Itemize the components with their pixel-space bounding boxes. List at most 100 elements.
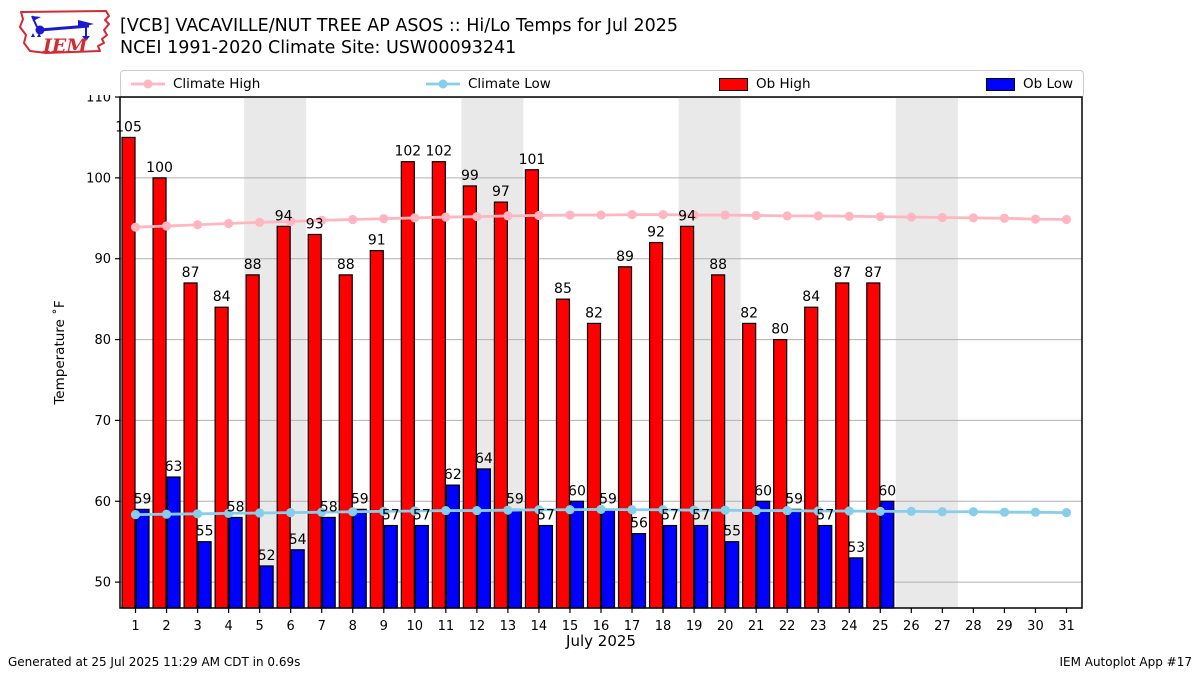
- climate-low-marker: [999, 507, 1010, 517]
- ob-high-bar: [835, 282, 850, 609]
- climate-low-marker: [161, 509, 172, 519]
- x-tick-label: 27: [934, 619, 951, 634]
- x-tick-label: 10: [407, 619, 424, 634]
- climate-low-marker: [317, 507, 327, 517]
- x-tick-label: 16: [593, 619, 610, 634]
- bar-value-label: 85: [554, 281, 572, 297]
- x-tick-label: 24: [841, 619, 858, 634]
- iem-logo: IEM: [19, 10, 110, 57]
- climate-low-marker: [1061, 507, 1072, 518]
- chart-title: [VCB] VACAVILLE/NUT TREE AP ASOS :: Hi/L…: [120, 16, 679, 36]
- ob-high-bar: [555, 298, 571, 609]
- ob-high-bar: [617, 266, 633, 609]
- x-tick-label: 5: [256, 619, 264, 634]
- ob-low-bar: [880, 500, 895, 609]
- ob-high-bar: [183, 282, 198, 609]
- ob-high-bar: [711, 274, 726, 609]
- ob-low-bar: [321, 516, 336, 609]
- climate-low-marker: [534, 505, 544, 515]
- climate-high-marker: [379, 214, 389, 224]
- climate-high-marker: [751, 210, 761, 221]
- climate-high-marker: [906, 212, 916, 222]
- climate-high-marker: [1061, 214, 1072, 225]
- bar-value-label: 91: [368, 233, 386, 249]
- climate-high-marker: [782, 211, 792, 221]
- y-tick-label: 60: [94, 495, 111, 510]
- iowa-outline: [19, 10, 110, 54]
- climate-high-marker: [534, 210, 544, 221]
- ob-low-bar: [228, 516, 243, 609]
- y-tick-label: 100: [86, 171, 111, 186]
- x-tick-label: 4: [224, 619, 232, 634]
- climate-low-marker: [844, 506, 854, 516]
- bar-value-label: 52: [258, 548, 276, 564]
- x-tick-label: 29: [996, 619, 1013, 634]
- bar-value-label: 82: [740, 305, 758, 321]
- climate-high-marker: [224, 218, 234, 229]
- climate-low-marker: [565, 505, 575, 515]
- ob-low-bar: [569, 500, 585, 609]
- climate-high-marker: [472, 212, 482, 222]
- climate-low-marker: [782, 505, 792, 516]
- x-tick-label: 17: [624, 619, 641, 634]
- bar-value-label: 87: [182, 265, 200, 281]
- ob-high-bar: [276, 225, 291, 609]
- bar-value-label: 84: [802, 289, 820, 305]
- bar-value-label: 92: [647, 225, 665, 241]
- climate-high-marker: [410, 213, 420, 223]
- legend-item-ob-high: Ob High: [719, 71, 811, 97]
- y-tick-label: 110: [86, 95, 111, 106]
- bar-value-label: 53: [847, 540, 865, 556]
- climate-high-marker: [255, 217, 265, 227]
- ob-high-bar: [493, 201, 509, 609]
- bar-value-label: 89: [616, 249, 634, 265]
- climate-high-marker: [441, 212, 451, 222]
- bar-value-label: 94: [678, 208, 696, 224]
- bar-value-label: 101: [519, 152, 546, 168]
- climate-high-marker: [286, 216, 296, 227]
- ob-high-bar: [152, 177, 167, 609]
- climate-high-marker: [689, 210, 699, 220]
- ob-high-bar: [679, 225, 695, 609]
- ob-high-bar: [121, 136, 136, 609]
- x-tick-label: 6: [287, 619, 295, 634]
- chart-subtitle: NCEI 1991-2020 Climate Site: USW00093241: [120, 38, 517, 58]
- climate-high-marker: [161, 221, 172, 231]
- ob-low-bar: [725, 541, 740, 609]
- climate-low-marker: [937, 507, 947, 517]
- x-tick-label: 12: [469, 619, 486, 634]
- ob-low-bar: [693, 524, 709, 609]
- climate-low-marker: [472, 505, 482, 516]
- climate-low-marker: [658, 505, 668, 515]
- climate-high-marker: [968, 213, 978, 223]
- climate-high-marker: [596, 210, 606, 220]
- ob-low-bar: [197, 541, 212, 609]
- legend-label-ob-high: Ob High: [756, 76, 811, 92]
- title-block: [VCB] VACAVILLE/NUT TREE AP ASOS :: Hi/L…: [120, 15, 678, 59]
- bar-value-label: 59: [785, 491, 803, 507]
- bar-value-label: 63: [165, 459, 183, 475]
- ob-low-bar: [787, 508, 802, 609]
- climate-high-marker: [565, 210, 575, 220]
- climate-low-marker: [192, 509, 203, 519]
- bar-value-label: 59: [599, 491, 617, 507]
- climate-low-marker: [441, 505, 451, 516]
- plot-frame: [119, 96, 1083, 609]
- weather-vane-icon: [31, 15, 94, 41]
- ob-high-bar: [400, 161, 415, 609]
- ob-low-bar: [507, 508, 523, 609]
- x-tick-label: 11: [438, 619, 455, 634]
- climate-high-line-swatch: [131, 79, 165, 89]
- climate-high-marker: [627, 210, 637, 220]
- climate-low-marker: [1030, 507, 1041, 517]
- x-axis-label: July 2025: [565, 632, 636, 650]
- bar-value-label: 58: [227, 499, 245, 515]
- y-tick-label: 50: [94, 576, 111, 591]
- ob-low-bar: [756, 500, 771, 609]
- climate-low-marker: [130, 510, 141, 520]
- x-tick-label: 2: [162, 619, 170, 634]
- bar-value-label: 84: [213, 289, 231, 305]
- bar-value-label: 59: [134, 491, 152, 507]
